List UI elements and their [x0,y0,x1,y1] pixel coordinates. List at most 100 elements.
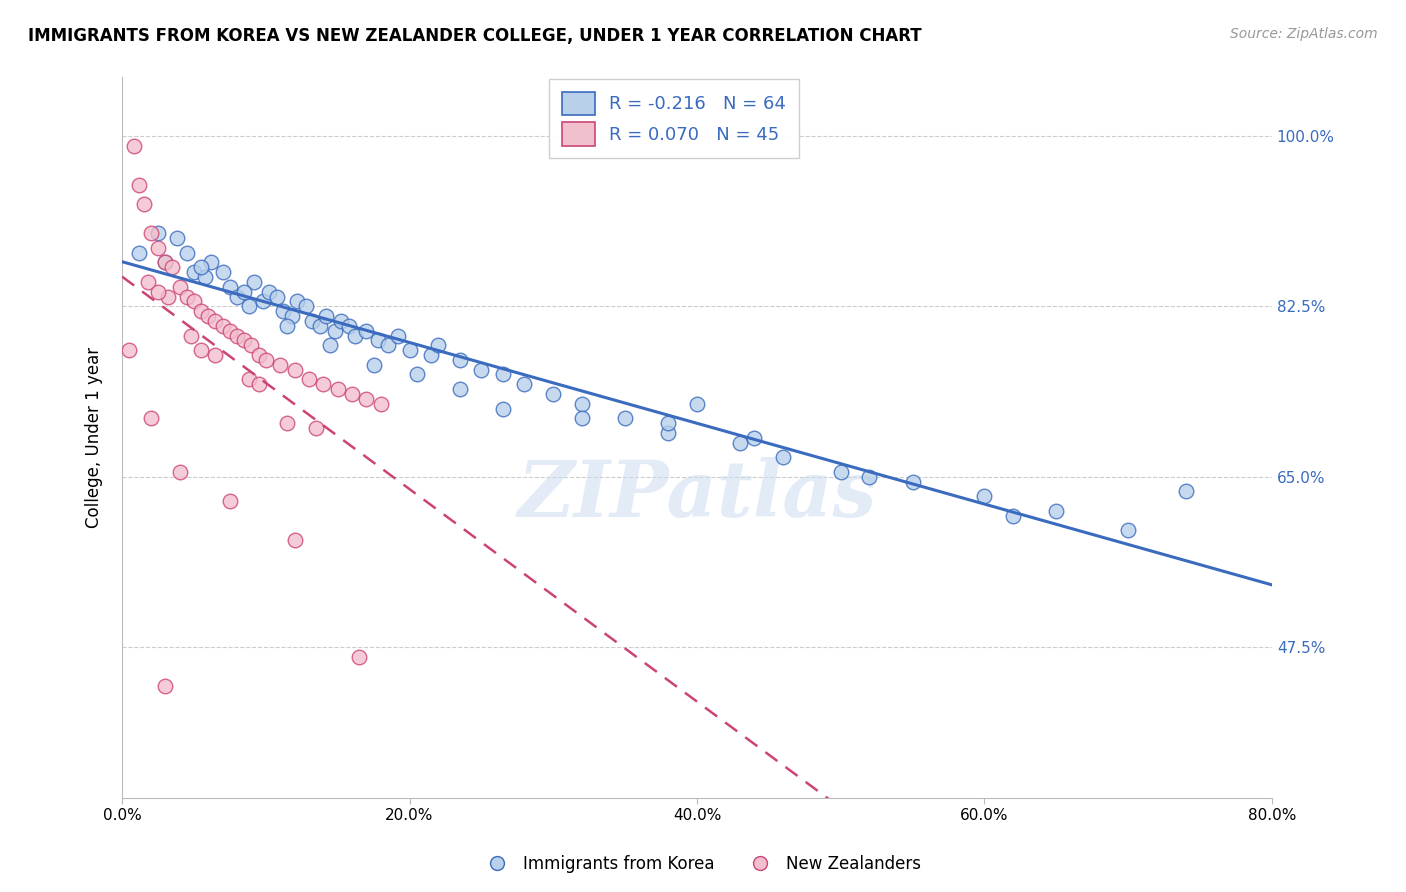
Point [200,255,222,269]
Point [337,318,360,333]
Point [190,260,212,275]
Point [136,275,159,289]
Point [614,411,637,425]
Point [157,289,180,303]
Point [420,348,443,362]
Point [254,352,277,367]
Point [347,649,370,664]
Point [326,382,349,396]
Point [280,309,302,323]
Point [226,328,249,343]
Point [323,324,346,338]
Point [298,372,321,386]
Point [356,324,378,338]
Point [319,338,342,352]
Point [226,289,249,303]
Point [492,401,515,416]
Point [901,475,924,489]
Y-axis label: College, Under 1 year: College, Under 1 year [86,347,103,528]
Point [370,397,392,411]
Point [315,309,337,323]
Point [204,314,226,328]
Legend: R = -0.216   N = 64, R = 0.070   N = 45: R = -0.216 N = 64, R = 0.070 N = 45 [550,79,799,158]
Point [247,377,270,392]
Point [449,352,471,367]
Text: IMMIGRANTS FROM KOREA VS NEW ZEALANDER COLLEGE, UNDER 1 YEAR CORRELATION CHART: IMMIGRANTS FROM KOREA VS NEW ZEALANDER C… [28,27,922,45]
Point [329,314,352,328]
Point [295,299,318,313]
Point [197,309,219,323]
Point [128,245,150,260]
Point [830,465,852,479]
Point [312,377,335,392]
Point [398,343,420,357]
Point [139,411,162,425]
Text: ZIPatlas: ZIPatlas [517,458,877,533]
Point [1045,504,1067,518]
Point [367,334,389,348]
Point [118,343,141,357]
Point [427,338,450,352]
Point [146,241,169,255]
Point [194,270,217,285]
Point [190,304,212,318]
Point [657,425,679,440]
Point [1002,508,1025,523]
Point [176,289,198,303]
Point [387,328,409,343]
Point [405,368,427,382]
Text: Source: ZipAtlas.com: Source: ZipAtlas.com [1230,27,1378,41]
Point [166,231,188,245]
Point [122,138,145,153]
Point [728,435,751,450]
Point [363,358,385,372]
Point [238,372,260,386]
Point [128,178,150,192]
Point [180,328,202,343]
Point [858,469,880,483]
Point [252,294,274,309]
Point [686,397,709,411]
Point [340,387,363,401]
Point [309,318,332,333]
Point [169,465,191,479]
Point [287,294,309,309]
Point [218,324,240,338]
Point [153,255,176,269]
Point [233,334,256,348]
Point [211,318,233,333]
Point [146,226,169,240]
Point [449,382,471,396]
Point [247,348,270,362]
Point [132,197,155,211]
Point [176,245,198,260]
Point [1116,523,1139,537]
Point [153,679,176,693]
Point [772,450,794,465]
Legend: Immigrants from Korea, New Zealanders: Immigrants from Korea, New Zealanders [478,848,928,880]
Point [183,294,205,309]
Point [190,343,212,357]
Point [146,285,169,299]
Point [276,416,298,430]
Point [269,358,291,372]
Point [183,265,205,279]
Point [257,285,280,299]
Point [169,280,191,294]
Point [211,265,233,279]
Point [343,328,366,343]
Point [1174,484,1197,499]
Point [240,338,263,352]
Point [218,280,240,294]
Point [139,226,162,240]
Point [513,377,536,392]
Point [541,387,564,401]
Point [377,338,399,352]
Point [238,299,260,313]
Point [271,304,294,318]
Point [301,314,323,328]
Point [973,489,995,503]
Point [233,285,256,299]
Point [218,494,240,508]
Point [356,392,378,406]
